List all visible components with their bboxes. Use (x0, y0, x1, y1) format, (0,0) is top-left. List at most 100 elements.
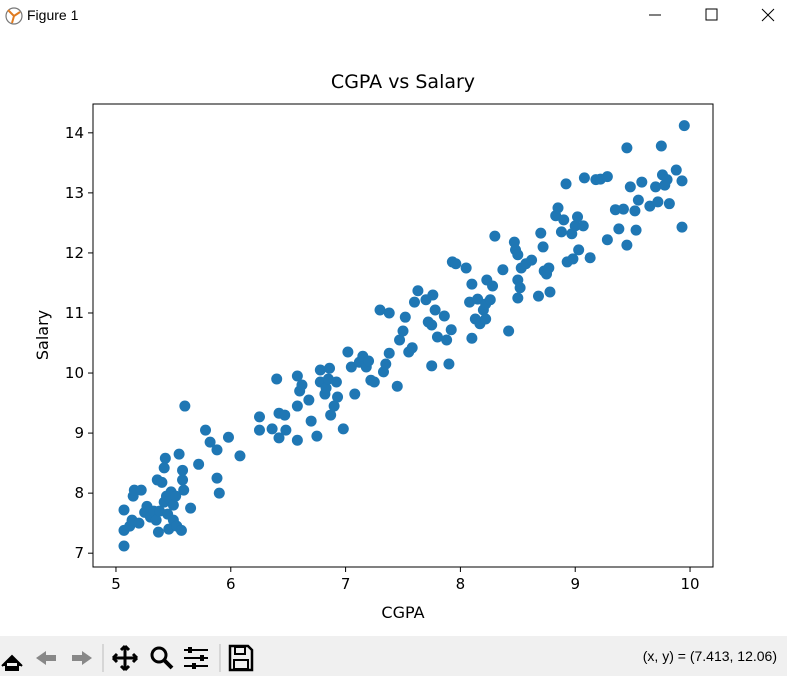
point (291, 400, 303, 412)
point (204, 436, 216, 448)
point (427, 289, 439, 301)
point (460, 262, 472, 274)
point (185, 502, 197, 514)
point (266, 423, 278, 435)
point (383, 347, 395, 359)
point (211, 444, 223, 456)
x-tick-label: 7 (341, 575, 351, 593)
point (234, 450, 246, 462)
point (624, 181, 636, 193)
point (676, 175, 688, 187)
point (177, 474, 189, 486)
back-button[interactable] (36, 651, 56, 665)
point (621, 142, 633, 154)
configure-button[interactable] (188, 647, 192, 653)
point (412, 285, 424, 297)
point (391, 380, 403, 392)
point (211, 472, 223, 484)
window-title: Figure 1 (27, 7, 79, 23)
forward-button[interactable] (72, 651, 92, 665)
point (438, 310, 450, 322)
y-tick-label: 12 (65, 244, 84, 262)
plot-frame (92, 103, 714, 568)
point (512, 292, 524, 304)
point (512, 249, 524, 261)
app-icon (5, 7, 23, 25)
point (314, 364, 326, 376)
point (159, 452, 171, 464)
point (514, 282, 526, 294)
point (158, 462, 170, 474)
toolbar-icons (1, 644, 254, 672)
point (397, 325, 409, 337)
y-tick-label: 9 (74, 424, 84, 442)
point (630, 224, 642, 236)
point (291, 434, 303, 446)
point (349, 388, 361, 400)
point (380, 358, 392, 370)
home-button[interactable] (1, 654, 23, 671)
point (497, 264, 509, 276)
point (363, 355, 375, 367)
close-button[interactable] (761, 8, 775, 22)
point (345, 361, 357, 373)
point (330, 376, 342, 388)
point (629, 205, 641, 217)
y-tick-label: 11 (65, 304, 84, 322)
point (569, 220, 581, 232)
point (426, 319, 438, 331)
point (296, 379, 308, 391)
point (560, 178, 572, 190)
point (383, 307, 395, 319)
point (480, 313, 492, 325)
chart: CGPA vs Salary CGPA Salary 5 6 7 8 9 10 7 8 9 10 1… (33, 71, 714, 622)
point (193, 458, 205, 470)
point (676, 221, 688, 233)
point (472, 293, 484, 305)
point (273, 432, 285, 444)
point (450, 258, 462, 270)
point (584, 252, 596, 264)
point (567, 253, 579, 265)
point (535, 227, 547, 239)
y-tick-label: 8 (74, 484, 84, 502)
point (253, 411, 265, 423)
point (487, 280, 499, 292)
point (426, 360, 438, 372)
point (253, 424, 265, 436)
point (135, 484, 147, 496)
point (406, 342, 418, 354)
point (609, 204, 621, 216)
point (173, 448, 185, 460)
cursor-status: (x, y) = (7.413, 12.06) (642, 648, 777, 664)
point (636, 176, 648, 188)
maximize-button[interactable] (705, 8, 718, 21)
point (652, 196, 664, 208)
y-tick-label: 14 (65, 124, 84, 142)
point (213, 487, 225, 499)
point (342, 346, 354, 358)
point (374, 304, 386, 316)
zoom-button[interactable] (150, 646, 168, 664)
x-tick-label: 5 (111, 575, 121, 593)
window-controls (649, 8, 775, 22)
point (311, 430, 323, 442)
x-tick-label: 8 (456, 575, 466, 593)
point (431, 331, 443, 343)
point (328, 400, 340, 412)
point (429, 304, 441, 316)
point (663, 198, 675, 210)
point (305, 415, 317, 427)
y-tick-label: 7 (74, 544, 84, 562)
x-tick-label: 6 (226, 575, 236, 593)
point (573, 244, 585, 256)
point (222, 431, 234, 443)
chart-title: CGPA vs Salary (331, 71, 475, 93)
point (175, 524, 187, 536)
point (601, 234, 613, 246)
y-axis-label: Salary (33, 310, 52, 360)
pan-button[interactable] (111, 644, 139, 672)
point (408, 296, 420, 308)
point (133, 517, 145, 529)
